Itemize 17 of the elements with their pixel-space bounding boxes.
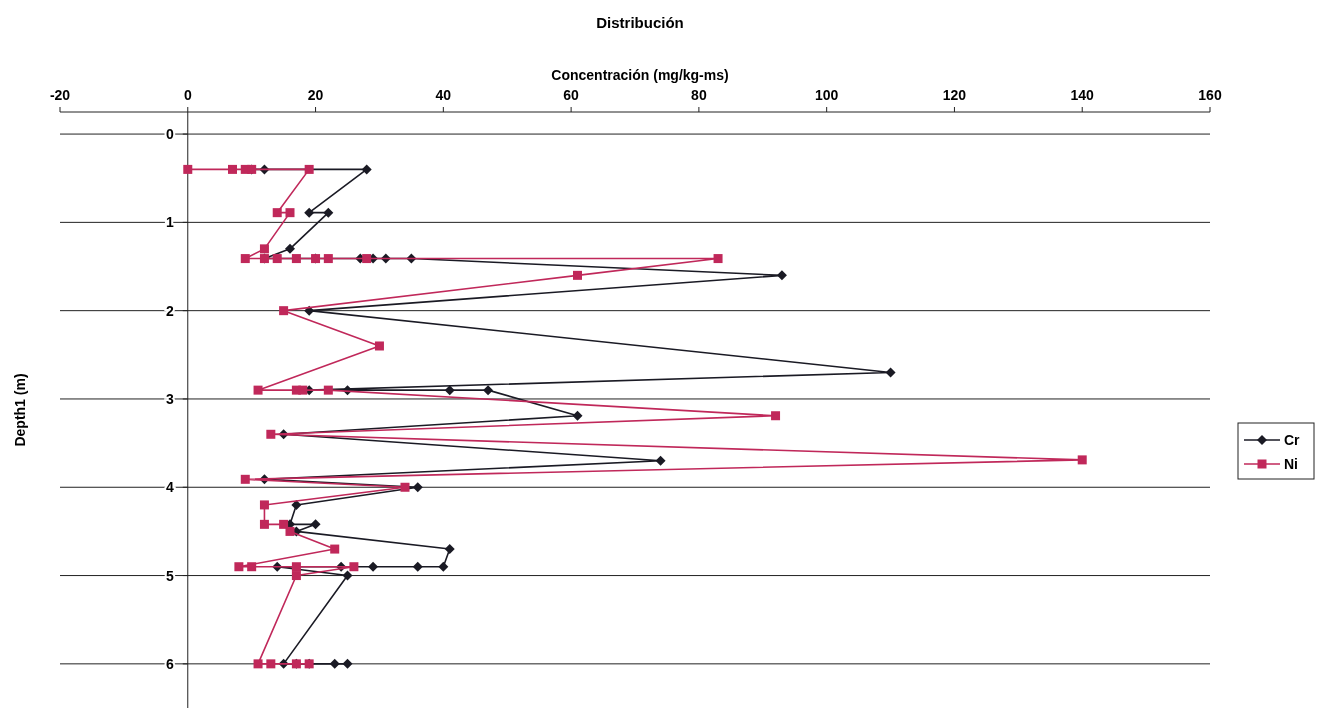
x-tick-label: 20 <box>307 87 324 103</box>
x-tick-label: 40 <box>435 87 452 103</box>
x-tick-label: 100 <box>814 87 839 103</box>
x-tick-label: 120 <box>942 87 967 103</box>
y-axis-title: Depth1 (m) <box>12 373 28 447</box>
y-tick-label: 0 <box>165 126 174 143</box>
x-tick-label: -20 <box>49 87 71 103</box>
x-tick-label: 140 <box>1070 87 1095 103</box>
x-tick-label: 0 <box>183 87 192 103</box>
x-tick-label: 80 <box>691 87 707 103</box>
x-tick-label: 160 <box>1198 87 1222 103</box>
x-tick-label: 60 <box>563 87 580 103</box>
legend-label: Cr <box>1284 432 1301 448</box>
x-axis-title: Concentración (mg/kg-ms) <box>551 67 729 83</box>
y-tick-label: 3 <box>165 390 174 407</box>
legend-label: Ni <box>1284 456 1298 472</box>
chart-title: Distribución <box>596 14 684 31</box>
